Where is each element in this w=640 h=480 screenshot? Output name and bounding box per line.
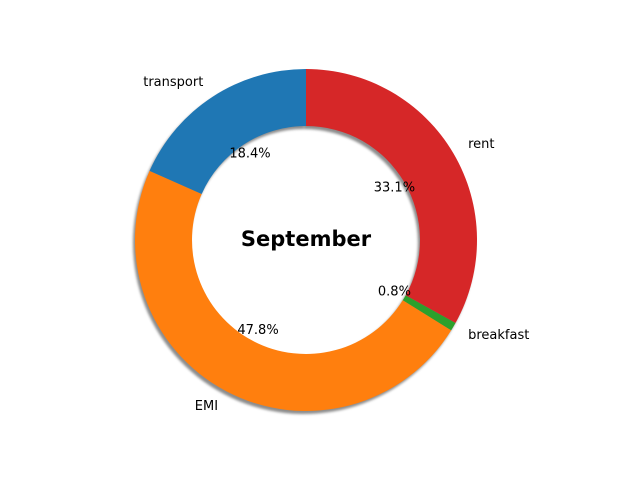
donut-labels: rent 33.1% breakfast 0.8% EMI 47.8% transport 1… [143,75,529,414]
slice-label-transport: transport [143,75,203,90]
slice-percent-breakfast: 0.8% [378,285,411,300]
slice-percent-transport: 18.4% [229,147,270,162]
slice-breakfast[interactable] [402,295,456,331]
donut-slices [135,69,477,411]
slice-rent[interactable] [306,69,477,324]
slice-label-breakfast: breakfast [468,328,529,343]
slice-emi[interactable] [135,170,452,411]
slice-transport[interactable] [149,69,306,194]
slice-percent-emi: 47.8% [237,323,278,338]
slice-label-rent: rent [468,137,494,152]
slice-percent-rent: 33.1% [374,180,415,195]
slice-label-emi: EMI [195,399,218,414]
chart-title: September [241,227,372,251]
